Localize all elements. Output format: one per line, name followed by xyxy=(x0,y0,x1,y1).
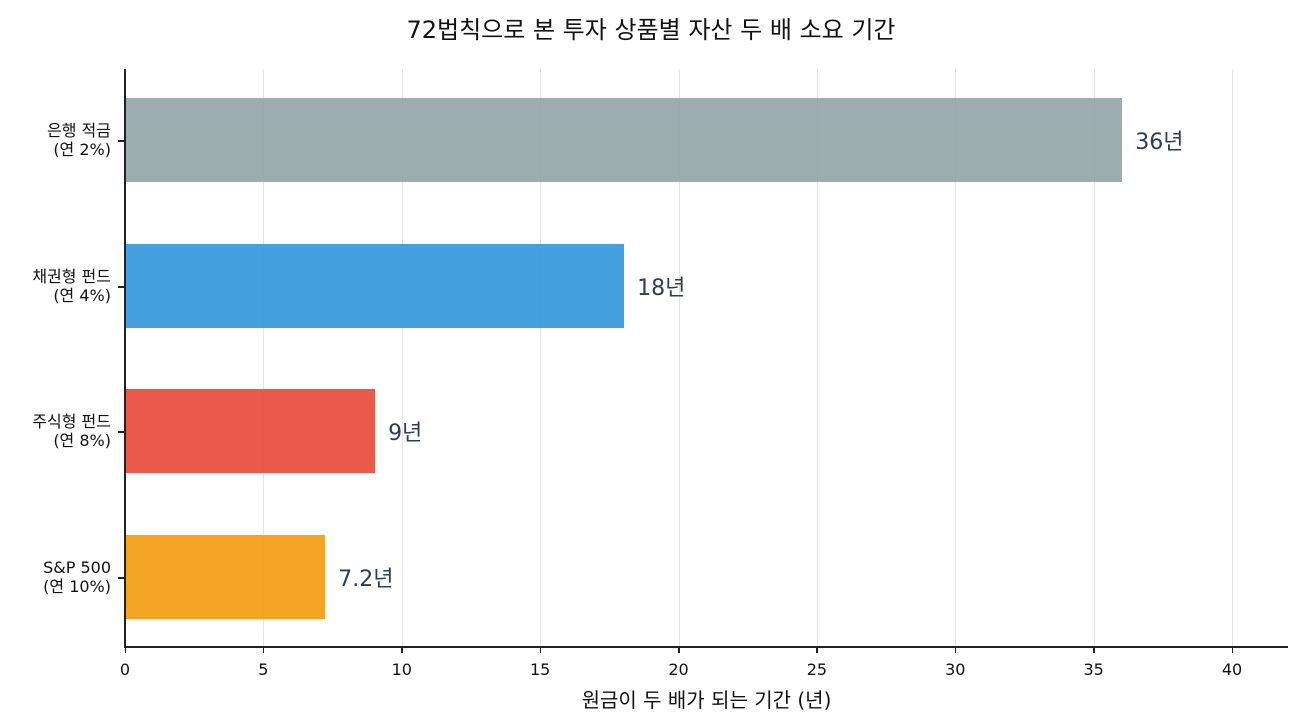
x-gridline xyxy=(125,69,126,647)
bar xyxy=(126,244,625,328)
x-tick xyxy=(1231,647,1233,653)
y-tick-label-line: (연 8%) xyxy=(53,431,111,450)
x-tick xyxy=(401,647,403,653)
x-gridline xyxy=(1093,69,1095,647)
bar-value-label: 7.2년 xyxy=(338,567,394,592)
y-tick xyxy=(118,286,124,288)
x-tick xyxy=(262,647,265,653)
bar xyxy=(126,535,326,619)
y-tick-label-line: (연 2%) xyxy=(53,140,111,159)
x-tick-label: 15 xyxy=(529,660,551,679)
bar-value-label: 36년 xyxy=(1135,130,1184,155)
y-tick-label-line: S&P 500 xyxy=(43,558,111,577)
y-tick-label: S&P 500 (연 10%) xyxy=(43,558,111,596)
y-tick xyxy=(118,577,124,579)
x-tick-label: 10 xyxy=(391,660,412,679)
x-tick-label: 25 xyxy=(806,660,828,679)
y-tick-label-line: 채권형 펀드 xyxy=(32,267,111,286)
y-tick-label-line: (연 4%) xyxy=(53,286,111,305)
y-tick-label-line: (연 10%) xyxy=(43,577,111,596)
x-axis-label: 원금이 두 배가 되는 기간 (년) xyxy=(581,688,832,712)
x-tick-label: 20 xyxy=(668,660,689,679)
y-axis-line xyxy=(124,69,126,648)
x-tick xyxy=(1093,647,1095,653)
x-gridline xyxy=(1232,69,1233,647)
bar-value-label: 9년 xyxy=(388,421,423,446)
x-gridline xyxy=(816,69,818,647)
y-tick-label: 은행 적금 (연 2%) xyxy=(47,121,111,159)
x-gridline xyxy=(263,69,265,647)
x-tick-label: 5 xyxy=(258,660,269,679)
x-tick-label: 30 xyxy=(945,660,966,679)
x-gridline xyxy=(955,69,957,647)
x-tick-label: 0 xyxy=(119,660,131,679)
y-tick xyxy=(118,431,124,433)
y-tick-label-line: 은행 적금 xyxy=(47,121,111,140)
x-gridline xyxy=(401,69,403,647)
bar-value-label: 18년 xyxy=(637,276,686,301)
y-tick-label: 채권형 펀드 (연 4%) xyxy=(32,267,111,305)
x-tick xyxy=(954,647,957,653)
y-tick xyxy=(118,140,124,142)
x-gridline xyxy=(540,69,542,647)
chart-title: 72법칙으로 본 투자 상품별 자산 두 배 소요 기간 xyxy=(406,16,896,44)
plot-area: 36년 18년 9년 7.2년 xyxy=(125,69,1288,647)
x-axis-line xyxy=(124,646,1288,648)
x-tick-label: 40 xyxy=(1221,660,1243,679)
y-tick-label-line: 주식형 펀드 xyxy=(32,412,111,431)
x-tick xyxy=(816,647,818,653)
y-tick-label: 주식형 펀드 (연 8%) xyxy=(32,412,111,450)
bar xyxy=(126,389,376,473)
x-tick xyxy=(124,647,126,653)
x-tick xyxy=(539,647,542,653)
x-tick-label: 35 xyxy=(1083,660,1104,679)
bar xyxy=(126,98,1123,182)
x-gridline xyxy=(678,69,680,647)
x-tick xyxy=(678,647,680,653)
